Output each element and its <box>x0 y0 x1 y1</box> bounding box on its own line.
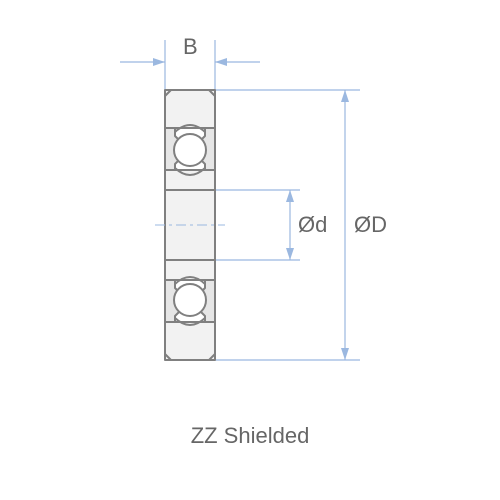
dimension-outer-diameter <box>215 90 360 360</box>
bearing-cross-section <box>155 90 225 360</box>
diagram-caption: ZZ Shielded <box>0 423 500 449</box>
ball-top <box>174 134 206 166</box>
bearing-diagram-canvas: B Ød ØD ZZ Shielded <box>0 0 500 500</box>
label-outer-diameter: ØD <box>354 212 387 237</box>
label-width-B: B <box>183 34 198 59</box>
ball-bottom <box>174 284 206 316</box>
dimension-inner-diameter <box>215 190 300 260</box>
label-inner-diameter: Ød <box>298 212 327 237</box>
